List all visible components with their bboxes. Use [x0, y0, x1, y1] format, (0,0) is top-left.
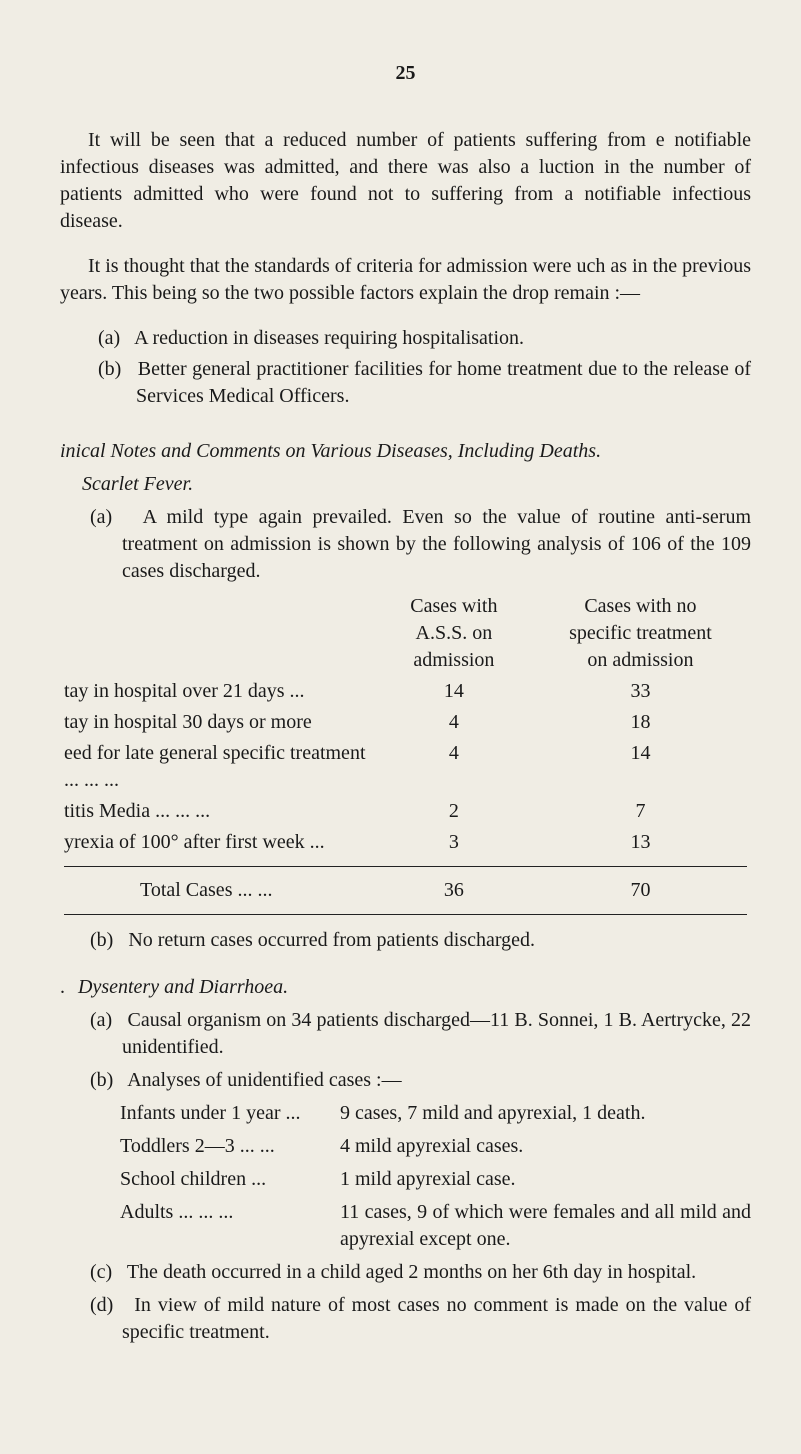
table-row: tay in hospital over 21 days ... 14 33: [60, 676, 751, 707]
list-label-b: (b): [98, 358, 121, 380]
paragraph-2: It is thought that the standards of crit…: [60, 253, 751, 307]
dys-text-c: The death occurred in a child aged 2 mon…: [127, 1261, 696, 1283]
dys-line-label: School children ...: [120, 1166, 340, 1193]
sf-text-a: A mild type again prevailed. Even so the…: [122, 506, 751, 582]
sf-text-b: No return cases occurred from patients d…: [128, 929, 535, 951]
table-row: eed for late general specific treatment …: [60, 738, 751, 796]
row-val1: 14: [378, 676, 530, 707]
dys-item-d: (d) In view of mild nature of most cases…: [60, 1292, 751, 1346]
dys-item-c: (c) The death occurred in a child aged 2…: [60, 1259, 751, 1286]
dys-title: Dysentery and Diarrhoea.: [78, 976, 288, 998]
total-val2: 70: [530, 875, 751, 906]
row-label: eed for late general specific treatment …: [60, 738, 378, 796]
row-label: tay in hospital 30 days or more: [60, 707, 378, 738]
dys-label-a: (a): [90, 1009, 112, 1031]
dys-line-label: Infants under 1 year ...: [120, 1100, 340, 1127]
dys-line-val: 1 mild apyrexial case.: [340, 1166, 751, 1193]
col1-header: Cases with A.S.S. on admission: [378, 591, 530, 676]
row-val1: 2: [378, 796, 530, 827]
dys-line: Adults ... ... ... 11 cases, 9 of which …: [60, 1199, 751, 1253]
sf-label-a: (a): [90, 506, 112, 528]
dys-item-b: (b) Analyses of unidentified cases :—: [60, 1067, 751, 1094]
scarlet-fever-heading: Scarlet Fever.: [60, 471, 751, 498]
row-val1: 3: [378, 827, 530, 858]
page-number: 25: [60, 60, 751, 87]
dysentery-heading: . Dysentery and Diarrhoea.: [60, 974, 751, 1001]
dys-line: Toddlers 2—3 ... ... 4 mild apyrexial ca…: [60, 1133, 751, 1160]
dys-line-val: 9 cases, 7 mild and apyrexial, 1 death.: [340, 1100, 751, 1127]
row-label: tay in hospital over 21 days ...: [60, 676, 378, 707]
col2-header: Cases with no specific treatment on admi…: [530, 591, 751, 676]
row-label: yrexia of 100° after first week ...: [60, 827, 378, 858]
table-header: Cases with A.S.S. on admission Cases wit…: [60, 591, 751, 676]
dys-line-val: 4 mild apyrexial cases.: [340, 1133, 751, 1160]
row-val2: 14: [530, 738, 751, 796]
dys-line-val: 11 cases, 9 of which were females and al…: [340, 1199, 751, 1253]
dys-line-label: Toddlers 2—3 ... ...: [120, 1133, 340, 1160]
dys-label-b: (b): [90, 1069, 113, 1091]
dys-text-d: In view of mild nature of most cases no …: [122, 1294, 751, 1343]
row-val2: 18: [530, 707, 751, 738]
table-rule: [64, 866, 747, 867]
list-text-a: A reduction in diseases requiring hospit…: [134, 327, 524, 349]
row-val2: 33: [530, 676, 751, 707]
row-val2: 13: [530, 827, 751, 858]
dys-text-b: Analyses of unidentified cases :—: [127, 1069, 401, 1091]
cases-table: Cases with A.S.S. on admission Cases wit…: [60, 591, 751, 923]
table-row: yrexia of 100° after first week ... 3 13: [60, 827, 751, 858]
list-text-b: Better general practitioner facilities f…: [136, 358, 751, 407]
paragraph-1: It will be seen that a reduced number of…: [60, 127, 751, 235]
sf-item-a: (a) A mild type again prevailed. Even so…: [60, 504, 751, 585]
row-label: titis Media ... ... ...: [60, 796, 378, 827]
document-page: 25 It will be seen that a reduced number…: [0, 0, 801, 1412]
dys-label-d: (d): [90, 1294, 113, 1316]
row-val1: 4: [378, 738, 530, 796]
dys-text-a: Causal organism on 34 patients discharge…: [122, 1009, 751, 1058]
table-rule: [64, 914, 747, 915]
total-label: Total Cases ... ...: [60, 875, 378, 906]
dys-item-a: (a) Causal organism on 34 patients disch…: [60, 1007, 751, 1061]
dys-num: .: [60, 976, 65, 998]
list-item-a: (a) A reduction in diseases requiring ho…: [60, 325, 751, 352]
dys-label-c: (c): [90, 1261, 112, 1283]
sf-item-b: (b) No return cases occurred from patien…: [60, 927, 751, 954]
dys-line-label: Adults ... ... ...: [120, 1199, 340, 1253]
list-item-b: (b) Better general practitioner faciliti…: [60, 356, 751, 410]
table-row: titis Media ... ... ... 2 7: [60, 796, 751, 827]
list-label-a: (a): [98, 327, 120, 349]
row-val2: 7: [530, 796, 751, 827]
total-val1: 36: [378, 875, 530, 906]
table-total-row: Total Cases ... ... 36 70: [60, 875, 751, 906]
dys-line: Infants under 1 year ... 9 cases, 7 mild…: [60, 1100, 751, 1127]
row-val1: 4: [378, 707, 530, 738]
section-title: inical Notes and Comments on Various Dis…: [60, 438, 751, 465]
table-row: tay in hospital 30 days or more 4 18: [60, 707, 751, 738]
dys-line: School children ... 1 mild apyrexial cas…: [60, 1166, 751, 1193]
sf-label-b: (b): [90, 929, 113, 951]
